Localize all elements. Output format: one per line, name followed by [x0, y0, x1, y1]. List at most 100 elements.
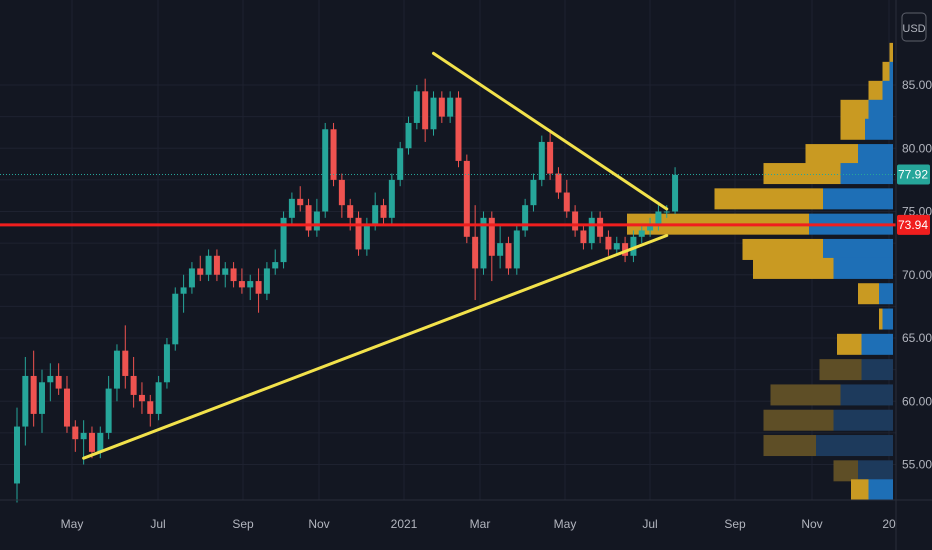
- candle-body: [213, 255, 220, 275]
- price-tick-label: 60.00: [902, 394, 932, 408]
- time-tick-label: May: [554, 517, 577, 531]
- time-tick-label: 20: [882, 517, 896, 531]
- volume-profile-down-bar: [763, 409, 834, 431]
- candle-body: [472, 236, 479, 269]
- candle-body: [238, 281, 245, 288]
- price-tick-label: 85.00: [902, 78, 932, 92]
- volume-profile-down-bar: [858, 283, 879, 305]
- time-tick-label: Sep: [724, 517, 746, 531]
- candle-body: [280, 217, 287, 263]
- volume-profile-down-bar: [714, 188, 823, 210]
- candle-body: [613, 243, 620, 250]
- currency-button-frame: [901, 12, 927, 42]
- candle-body: [638, 230, 645, 237]
- candle-body: [180, 287, 187, 294]
- volume-profile-up-bar: [861, 359, 893, 381]
- volume-profile-down-bar: [882, 61, 890, 83]
- candle-body: [597, 217, 604, 237]
- volume-profile-up-bar: [858, 144, 893, 166]
- trendline-lower[interactable]: [82, 234, 669, 460]
- level-price-label: 73.94: [898, 218, 928, 232]
- candle-body: [630, 236, 637, 256]
- volume-profile-up-bar: [861, 333, 893, 355]
- candle-body: [313, 211, 320, 231]
- candle-body: [97, 432, 104, 452]
- time-tick-label: May: [61, 517, 84, 531]
- candle-body: [338, 179, 345, 206]
- candle-body: [463, 160, 470, 237]
- candle-body: [430, 97, 437, 130]
- candle-body: [122, 350, 129, 376]
- volume-profile-up-bar: [823, 188, 893, 210]
- volume-profile-down-bar: [770, 384, 841, 406]
- volume-profile-down-bar: [753, 257, 834, 279]
- time-tick-label: Jul: [150, 517, 165, 531]
- volume-profile-up-bar: [865, 118, 893, 140]
- volume-profile-up-bar: [882, 308, 893, 330]
- candle-body: [672, 174, 679, 212]
- candle-body: [113, 350, 120, 389]
- candle-body: [297, 198, 304, 206]
- volume-profile-up-bar: [840, 163, 893, 185]
- trendline-upper[interactable]: [432, 51, 669, 211]
- candle-body: [172, 293, 179, 345]
- level-price-tag: 73.94: [897, 214, 930, 235]
- candle-body: [580, 230, 587, 244]
- time-tick-label: Sep: [232, 517, 254, 531]
- candle-body: [230, 268, 237, 282]
- candle-body: [130, 375, 137, 395]
- candle-body: [655, 211, 662, 225]
- candle-body: [497, 243, 504, 256]
- candle-body: [188, 268, 195, 288]
- candle-body: [455, 97, 462, 161]
- currency-button[interactable]: USD: [901, 12, 927, 42]
- volume-profile-down-bar: [851, 479, 869, 501]
- candle-body: [555, 173, 562, 193]
- current-price-tag: 77.92: [897, 164, 930, 185]
- candle-body: [163, 344, 170, 383]
- volume-profile-up-bar: [833, 409, 893, 431]
- candle-body: [447, 97, 454, 117]
- candle-body: [55, 375, 62, 389]
- candle-body: [105, 388, 112, 433]
- trendlines[interactable]: [82, 51, 669, 460]
- candle-body: [397, 148, 404, 180]
- candle-body: [47, 375, 54, 383]
- volume-profile-up-bar: [889, 61, 893, 83]
- volume-profile-down-bar: [879, 308, 883, 330]
- candle-body: [663, 211, 670, 213]
- candle-body: [14, 426, 20, 484]
- candle-body: [263, 268, 270, 294]
- candle-body: [480, 217, 487, 269]
- candle-body: [530, 179, 537, 206]
- time-tick-label: Nov: [801, 517, 822, 531]
- candle-body: [438, 97, 445, 117]
- volume-profile-down-bar: [833, 460, 858, 482]
- volume-profile-up-bar: [868, 99, 893, 121]
- volume-profile-up-bar: [858, 460, 893, 482]
- time-axis[interactable]: May Jul Sep Nov 2021 Mar May Jul Sep Nov 20: [0, 499, 932, 531]
- candle-body: [355, 217, 362, 250]
- time-tick-label: Nov: [308, 517, 329, 531]
- candle-body: [197, 268, 204, 275]
- candle-body: [405, 122, 412, 149]
- volume-profile-down-bar: [819, 359, 862, 381]
- volume-profile-down-bar: [742, 238, 823, 260]
- candle-body: [622, 243, 629, 256]
- price-tick-label: 70.00: [902, 268, 932, 282]
- candle-body: [647, 224, 654, 231]
- candle-body: [372, 205, 379, 225]
- candle-body: [380, 205, 387, 218]
- candle-body: [413, 91, 420, 123]
- volume-profile-down-bar: [805, 144, 858, 166]
- time-tick-label: 2021: [391, 517, 418, 531]
- volume-profile-up-bar: [868, 479, 893, 501]
- candle-body: [72, 426, 79, 440]
- volume-profile-down-bar: [840, 99, 869, 121]
- candle-body: [330, 129, 337, 180]
- volume-profile-down-bar: [840, 118, 865, 140]
- candle-body: [388, 179, 395, 218]
- volume-profile-up-bar: [879, 283, 893, 305]
